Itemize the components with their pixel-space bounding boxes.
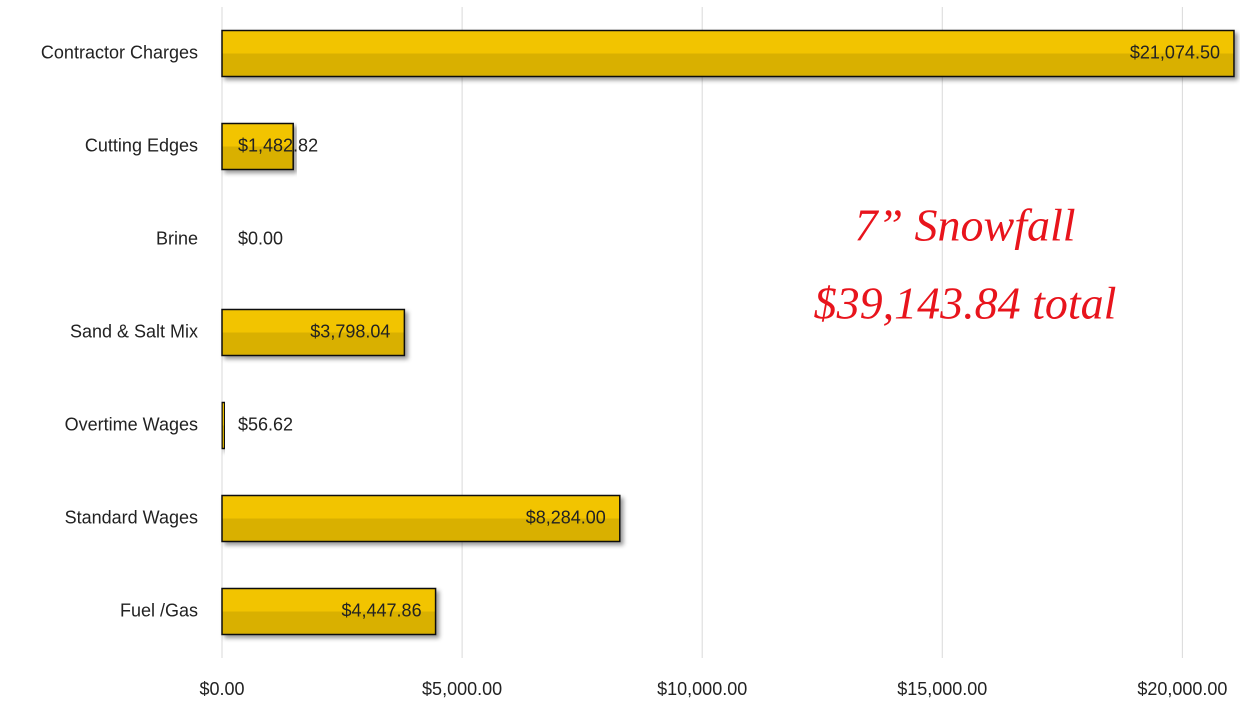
x-tick-label: $15,000.00 — [897, 679, 987, 699]
bar-shade — [222, 332, 405, 356]
annotation: 7” Snowfall — [854, 200, 1075, 251]
y-tick-label: Standard Wages — [65, 507, 198, 527]
data-label: $1,482.82 — [238, 135, 318, 155]
y-tick-label: Contractor Charges — [41, 42, 198, 62]
bar — [221, 122, 294, 171]
bar — [221, 29, 1235, 78]
bar — [221, 401, 226, 450]
bar — [221, 308, 406, 357]
y-tick-label: Cutting Edges — [85, 135, 198, 155]
bar-shade — [222, 53, 1234, 77]
bar-shade — [222, 611, 436, 635]
y-tick-label: Fuel /Gas — [120, 600, 198, 620]
x-tick-label: $10,000.00 — [657, 679, 747, 699]
bar-shade — [222, 425, 225, 449]
data-label: $8,284.00 — [526, 507, 606, 527]
data-label: $56.62 — [238, 414, 293, 434]
data-label: $21,074.50 — [1130, 42, 1220, 62]
x-tick-label: $0.00 — [199, 679, 244, 699]
bar — [221, 587, 437, 636]
y-tick-label: Brine — [156, 228, 198, 248]
x-tick-label: $20,000.00 — [1137, 679, 1227, 699]
bar-shade — [222, 518, 620, 542]
bar-shade — [222, 146, 294, 170]
y-tick-label: Sand & Salt Mix — [70, 321, 198, 341]
data-label: $0.00 — [238, 228, 283, 248]
data-label: $4,447.86 — [342, 600, 422, 620]
x-tick-label: $5,000.00 — [422, 679, 502, 699]
bar — [221, 494, 621, 543]
data-label: $3,798.04 — [310, 321, 390, 341]
y-tick-label: Overtime Wages — [65, 414, 198, 434]
annotation: $39,143.84 total — [814, 278, 1117, 329]
